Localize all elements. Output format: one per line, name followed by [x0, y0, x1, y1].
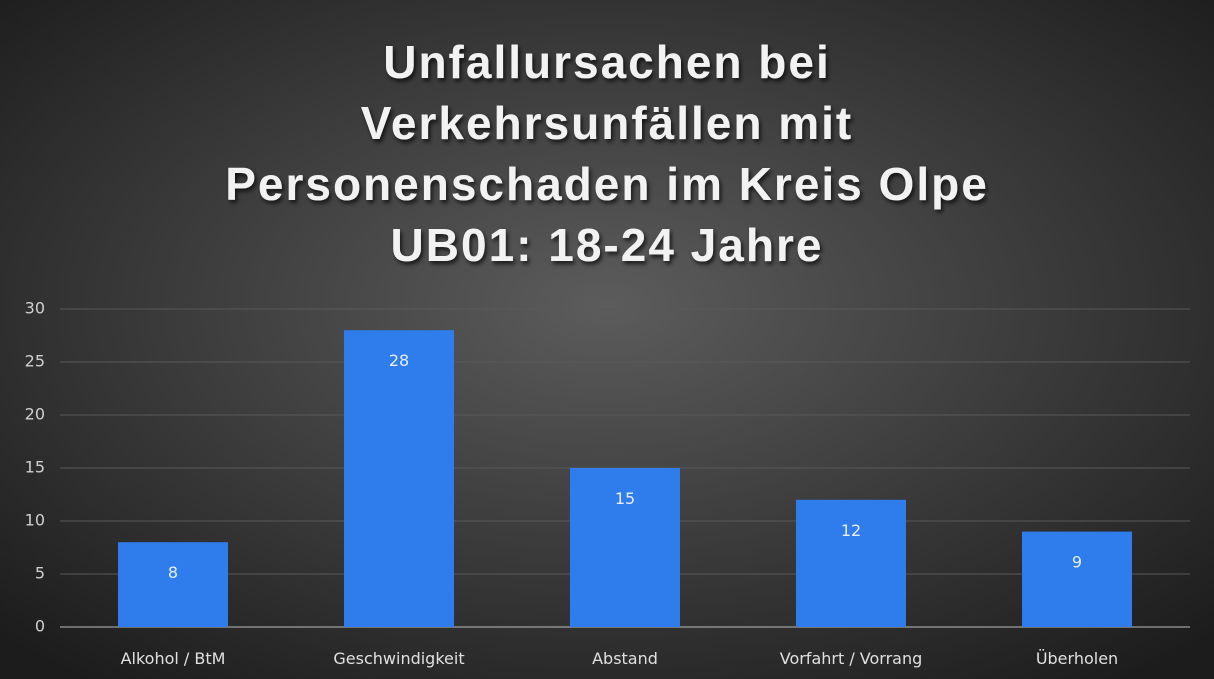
data-label: 12: [841, 521, 861, 540]
bar: [344, 330, 454, 627]
y-tick-label: 15: [25, 458, 45, 477]
bar: [118, 542, 228, 627]
title-line: Unfallursachen bei: [383, 36, 831, 88]
x-tick-label: Abstand: [592, 649, 658, 668]
y-tick-label: 30: [25, 299, 45, 318]
title-line: Verkehrsunfällen mit: [361, 97, 854, 149]
data-label: 28: [389, 351, 409, 370]
data-label: 8: [168, 563, 178, 582]
x-tick-label: Überholen: [1036, 649, 1118, 668]
title-line: Personenschaden im Kreis Olpe: [225, 158, 989, 210]
y-tick-label: 0: [35, 617, 45, 636]
bar: [796, 499, 906, 627]
bar: [570, 468, 680, 627]
y-tick-label: 20: [25, 405, 45, 424]
chart-title: Unfallursachen bei Verkehrsunfällen mit Pe…: [225, 36, 989, 271]
y-tick-label: 10: [25, 511, 45, 530]
title-line: UB01: 18-24 Jahre: [391, 219, 824, 271]
x-tick-label: Geschwindigkeit: [333, 649, 464, 668]
y-tick-label: 25: [25, 352, 45, 371]
bar: [1022, 531, 1132, 627]
y-tick-label: 5: [35, 564, 45, 583]
data-label: 9: [1072, 553, 1082, 572]
data-label: 15: [615, 489, 635, 508]
x-tick-label: Vorfahrt / Vorrang: [780, 649, 923, 668]
x-tick-label: Alkohol / BtM: [121, 649, 226, 668]
